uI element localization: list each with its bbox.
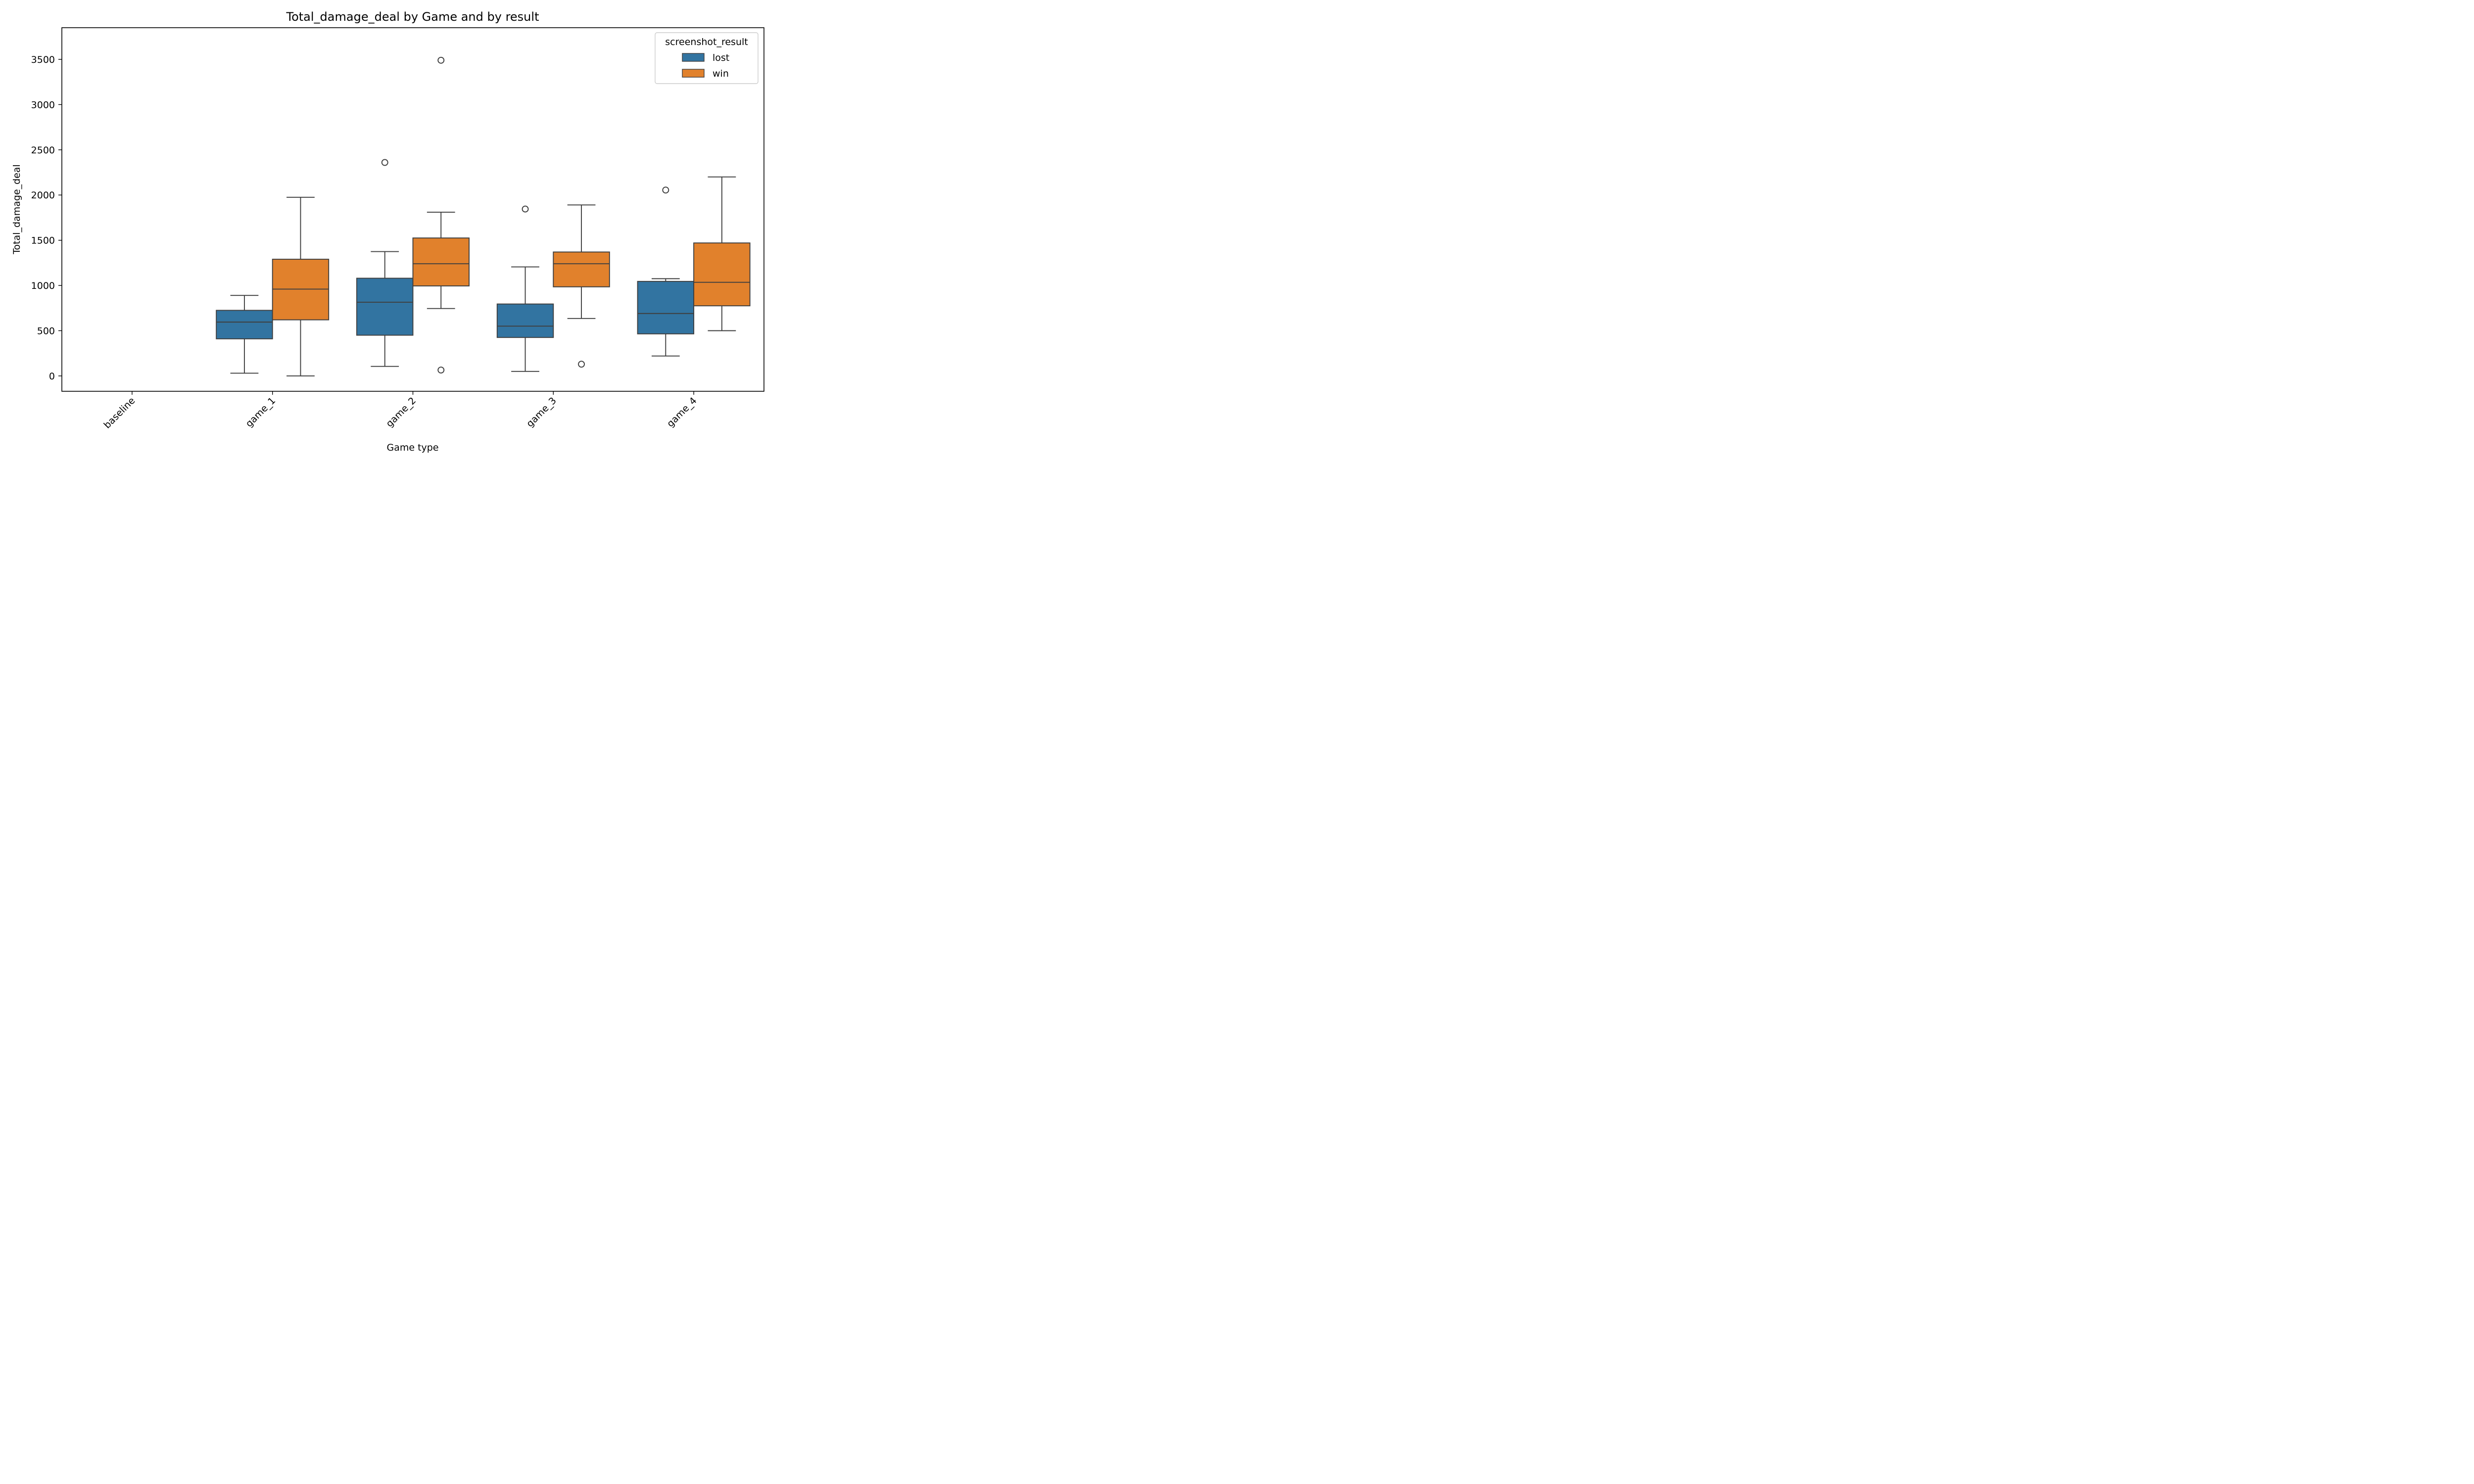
iqr-box — [216, 310, 273, 339]
iqr-box — [356, 278, 414, 336]
x-tick-label-game_4: game_4 — [665, 395, 699, 429]
y-axis-label: Total_damage_deal — [11, 164, 22, 255]
legend-swatch-win — [682, 69, 705, 78]
y-tick-label: 3500 — [31, 54, 55, 65]
y-tick-label: 500 — [37, 326, 55, 337]
y-tick-label: 1000 — [31, 280, 55, 291]
legend-swatch-lost — [682, 53, 705, 62]
box-plot-chart: Total_damage_deal by Game and by result … — [11, 10, 764, 453]
y-axis: 0 500 1000 1500 2000 2500 3000 3500 — [31, 54, 62, 382]
legend: screenshot_result lost win — [655, 32, 759, 84]
box-win-game_4 — [693, 176, 751, 331]
x-tick-label-game_2: game_2 — [384, 395, 418, 429]
box-lost-game_2 — [356, 159, 414, 367]
outlier-point — [381, 159, 388, 166]
x-tick-label-baseline: baseline — [102, 395, 138, 431]
iqr-box — [496, 303, 554, 338]
legend-label-win: win — [713, 68, 729, 79]
x-tick-label-game_3: game_3 — [524, 395, 559, 429]
outlier-point — [437, 367, 445, 373]
y-tick-label: 1500 — [31, 235, 55, 246]
box-win-game_3 — [553, 204, 610, 368]
outlier-point — [522, 205, 529, 213]
box-win-game_2 — [412, 56, 470, 373]
box-win-game_1 — [272, 196, 330, 376]
outlier-point — [437, 56, 445, 64]
y-tick-label: 2500 — [31, 145, 55, 156]
y-tick-label: 0 — [49, 371, 55, 382]
y-tick-label: 3000 — [31, 99, 55, 110]
iqr-box — [693, 242, 751, 307]
x-tick-label-game_1: game_1 — [243, 395, 278, 429]
box-lost-game_3 — [496, 205, 554, 372]
x-axis: baseline game_1 game_2 game_3 game_4 — [102, 391, 699, 431]
legend-label-lost: lost — [713, 52, 729, 63]
plot-frame — [61, 27, 764, 392]
iqr-box — [553, 251, 610, 287]
chart-root: Total_damage_deal by Game and by result … — [0, 0, 776, 465]
y-tick-label: 2000 — [31, 190, 55, 201]
legend-title: screenshot_result — [665, 37, 748, 47]
x-axis-label: Game type — [386, 442, 438, 453]
box-lost-game_1 — [216, 295, 273, 374]
iqr-box — [637, 280, 695, 334]
legend-frame — [655, 32, 759, 84]
box-lost-game_4 — [637, 186, 695, 357]
outlier-point — [662, 186, 669, 194]
iqr-box — [412, 237, 470, 286]
outlier-point — [578, 361, 585, 368]
chart-title: Total_damage_deal by Game and by result — [286, 10, 539, 24]
boxes-layer — [216, 56, 751, 376]
